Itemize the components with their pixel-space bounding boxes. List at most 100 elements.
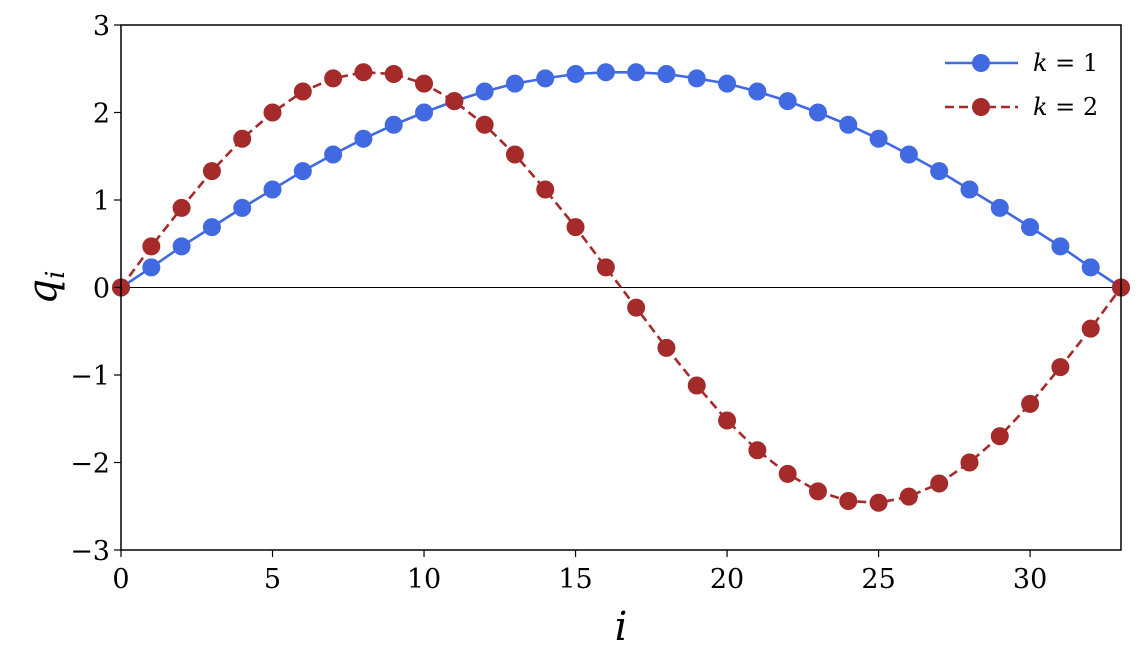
- data-point: [748, 441, 767, 460]
- data-point: [990, 427, 1009, 446]
- data-point: [293, 82, 312, 101]
- data-point: [930, 474, 949, 493]
- legend-value: = 2: [1048, 93, 1099, 121]
- data-point: [475, 115, 494, 134]
- y-axis-label-main: q: [20, 279, 66, 305]
- data-point: [354, 129, 373, 148]
- data-point: [536, 180, 555, 199]
- y-axis-label-subscript: i: [41, 271, 71, 279]
- legend: k = 1k = 2: [945, 49, 1098, 121]
- x-tick-label: 20: [710, 564, 744, 595]
- legend-value: = 1: [1048, 49, 1099, 77]
- data-point: [627, 298, 646, 317]
- data-point: [536, 69, 555, 88]
- series-line: [119, 70, 1123, 505]
- data-point: [566, 65, 585, 83]
- legend-label: k = 1: [1033, 49, 1098, 77]
- data-point: [869, 129, 888, 148]
- series-layer: [112, 63, 1130, 512]
- data-point: [384, 115, 403, 134]
- x-tick-label: 10: [407, 564, 441, 595]
- data-point: [324, 145, 343, 164]
- data-point: [415, 103, 434, 122]
- legend-item-2: k = 2: [945, 93, 1098, 121]
- data-point: [748, 82, 767, 101]
- data-point: [293, 162, 312, 181]
- x-axis-label: i: [615, 604, 628, 650]
- y-axis-label: qi: [20, 271, 71, 305]
- data-point: [778, 92, 797, 111]
- data-point: [808, 103, 827, 122]
- data-point: [233, 129, 252, 148]
- data-point: [990, 198, 1009, 217]
- y-tick-label: −3: [70, 536, 110, 567]
- y-tick-label: 0: [93, 274, 110, 305]
- data-point: [142, 258, 161, 277]
- data-point: [354, 63, 373, 82]
- data-point: [596, 63, 615, 82]
- data-point: [1021, 218, 1040, 237]
- data-point: [172, 198, 191, 217]
- data-point: [778, 464, 797, 483]
- x-tick-label: 30: [1013, 564, 1047, 595]
- legend-marker: [972, 54, 990, 72]
- data-point: [384, 65, 403, 83]
- data-point: [839, 492, 858, 510]
- legend-marker: [972, 98, 990, 116]
- data-point: [627, 63, 646, 82]
- legend-item-1: k = 1: [945, 49, 1098, 77]
- data-point: [233, 198, 252, 217]
- x-tick-label: 0: [112, 564, 129, 595]
- y-tick-label: 2: [93, 99, 110, 130]
- data-point: [1051, 358, 1070, 377]
- data-point: [1081, 319, 1100, 338]
- data-point: [263, 180, 282, 199]
- legend-label: k = 2: [1033, 93, 1098, 121]
- series-line: [120, 71, 1122, 289]
- data-point: [657, 338, 676, 357]
- data-point: [566, 218, 585, 237]
- series-2: [112, 63, 1130, 512]
- data-point: [960, 453, 979, 472]
- data-point: [505, 74, 524, 93]
- data-point: [415, 74, 434, 93]
- data-point: [263, 103, 282, 122]
- data-point: [1021, 394, 1040, 413]
- data-point: [142, 237, 161, 256]
- data-point: [687, 376, 706, 395]
- x-tick-label: 5: [264, 564, 281, 595]
- data-point: [596, 258, 615, 277]
- y-tick-label: 3: [93, 11, 110, 42]
- data-point: [869, 493, 888, 512]
- data-point: [718, 74, 737, 93]
- data-point: [930, 162, 949, 181]
- y-tick-label: 1: [93, 186, 110, 217]
- y-axis-ticks: −3 −2 −1 0 1 2 3: [70, 11, 121, 567]
- x-axis-ticks: 0 5 10 15 20 25 30: [112, 550, 1047, 595]
- data-point: [202, 218, 221, 237]
- y-tick-label: −2: [70, 449, 110, 480]
- data-point: [839, 115, 858, 134]
- data-point: [718, 411, 737, 430]
- data-point: [1081, 258, 1100, 277]
- legend-variable: k: [1033, 49, 1048, 77]
- series-1: [112, 63, 1130, 297]
- x-tick-label: 25: [861, 564, 895, 595]
- data-point: [687, 69, 706, 88]
- data-point: [172, 237, 191, 256]
- x-tick-label: 15: [558, 564, 592, 595]
- data-point: [445, 92, 464, 111]
- data-point: [960, 180, 979, 199]
- data-point: [505, 145, 524, 164]
- data-point: [899, 487, 918, 506]
- y-tick-label: −1: [70, 361, 110, 392]
- data-point: [324, 69, 343, 88]
- data-point: [657, 65, 676, 83]
- data-point: [1051, 237, 1070, 256]
- data-point: [899, 145, 918, 164]
- data-point: [808, 482, 827, 501]
- legend-variable: k: [1033, 93, 1048, 121]
- data-point: [475, 82, 494, 101]
